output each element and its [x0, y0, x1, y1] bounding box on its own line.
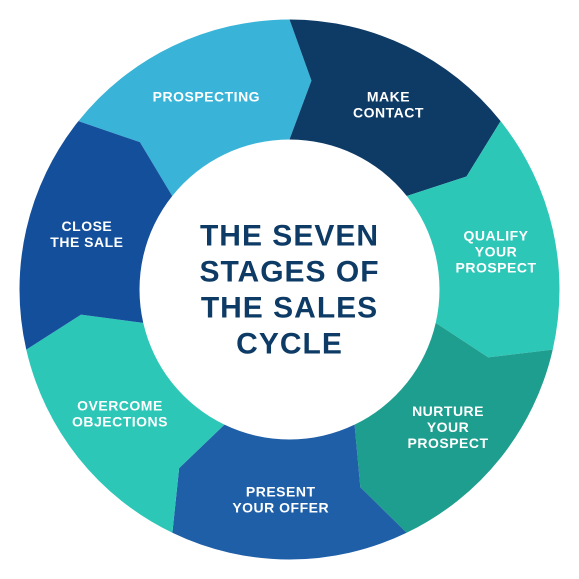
segments-group [20, 20, 560, 560]
segment-label-0: PROSPECTING [153, 89, 260, 105]
segment-label-5: OVERCOMEOBJECTIONS [72, 397, 168, 429]
sales-cycle-chart: PROSPECTINGMAKECONTACTQUALIFYYOURPROSPEC… [0, 0, 579, 579]
center-title-text: THE SEVENSTAGES OFTHE SALESCYCLE [199, 220, 379, 361]
cycle-svg: PROSPECTINGMAKECONTACTQUALIFYYOURPROSPEC… [0, 0, 579, 579]
segment-label-4: PRESENTYOUR OFFER [232, 483, 329, 515]
center-title: THE SEVENSTAGES OFTHE SALESCYCLE [199, 220, 379, 361]
